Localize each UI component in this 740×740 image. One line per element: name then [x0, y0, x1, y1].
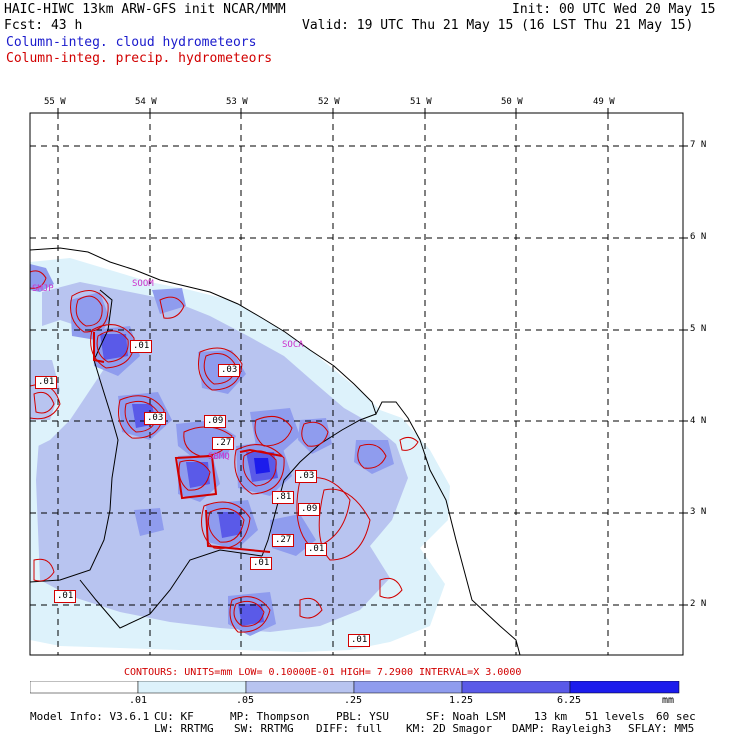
colorbar-segment: [353, 681, 463, 694]
colorbar-segment: [569, 681, 680, 694]
contour-label: .01: [35, 376, 58, 389]
precip-hydrometeors-title: Column-integ. precip. hydrometeors: [6, 51, 273, 66]
lon-label-53w: 53 W: [226, 97, 248, 107]
lat-label-4n: 4 N: [690, 416, 707, 426]
footer-cu: CU: KF: [154, 710, 194, 723]
station-sbmq: SBMQ: [208, 452, 230, 462]
colorbar-label: .25: [344, 695, 363, 706]
lat-label-3n: 3 N: [690, 507, 707, 517]
contour-label: .09: [298, 503, 321, 516]
footer-levels: 51 levels: [585, 710, 645, 723]
colorbar-segment: [30, 681, 139, 694]
footer-timestep: 60 sec: [656, 710, 696, 723]
colorbar-unit: mm: [662, 695, 675, 706]
station-smjp: SMJP: [32, 284, 54, 294]
colorbar-label: .01: [129, 695, 148, 706]
contour-label: .01: [348, 634, 371, 647]
contour-label: .27: [212, 437, 235, 450]
header-line1-left: HAIC-HIWC 13km ARW-GFS init NCAR/MMM: [4, 2, 286, 17]
colorbar-segment: [137, 681, 247, 694]
contour-info: CONTOURS: UNITS=mm LOW= 0.10000E-01 HIGH…: [124, 667, 522, 678]
cloud-hydrometeors-title: Column-integ. cloud hydrometeors: [6, 35, 257, 50]
header-line1-right: Init: 00 UTC Wed 20 May 15: [512, 2, 716, 17]
lon-label-49w: 49 W: [593, 97, 615, 107]
footer-lw: LW: RRTMG: [154, 722, 214, 735]
contour-label: .01: [250, 557, 273, 570]
contour-label: .01: [130, 340, 153, 353]
colorbar-segment: [245, 681, 355, 694]
footer-pbl: PBL: YSU: [336, 710, 389, 723]
lat-label-6n: 6 N: [690, 232, 707, 242]
footer-km: KM: 2D Smagor: [406, 722, 493, 735]
contour-label: .27: [272, 534, 295, 547]
contour-label: .03: [295, 470, 318, 483]
lat-lon-grid: [30, 113, 683, 655]
colorbar-label: 6.25: [557, 695, 582, 706]
footer-diff: DIFF: full: [316, 722, 383, 735]
lat-label-5n: 5 N: [690, 324, 707, 334]
lon-label-50w: 50 W: [501, 97, 523, 107]
footer-sw: SW: RRTMG: [234, 722, 294, 735]
coastline: [30, 247, 521, 655]
footer-sflay: SFLAY: MM5: [628, 722, 695, 735]
footer-model-version: Model Info: V3.6.1: [30, 710, 150, 723]
lon-label-52w: 52 W: [318, 97, 340, 107]
contour-label: .01: [305, 543, 328, 556]
contour-label: .09: [204, 415, 227, 428]
footer-mp: MP: Thompson: [230, 710, 310, 723]
cloud-field: [30, 258, 450, 652]
lon-label-54w: 54 W: [135, 97, 157, 107]
colorbar: [30, 681, 680, 694]
precip-contours: [30, 270, 419, 633]
footer-sf: SF: Noah LSM: [426, 710, 506, 723]
header-line2-left: Fcst: 43 h: [4, 18, 83, 33]
colorbar-label: 1.25: [449, 695, 474, 706]
contour-label: .03: [218, 364, 241, 377]
map-frame: [29, 112, 684, 656]
lat-label-2n: 2 N: [690, 599, 707, 609]
contour-label: .01: [54, 590, 77, 603]
header-line2-right: Valid: 19 UTC Thu 21 May 15 (16 LST Thu …: [302, 18, 694, 33]
footer-resolution: 13 km: [534, 710, 568, 723]
colorbar-label: .05: [236, 695, 255, 706]
lon-label-55w: 55 W: [44, 97, 66, 107]
station-soom: SOOM: [132, 279, 154, 289]
contour-label: .81: [272, 491, 295, 504]
colorbar-segment: [461, 681, 571, 694]
station-soca: SOCA: [282, 340, 304, 350]
footer-damp: DAMP: Rayleigh3: [512, 722, 612, 735]
contour-label: .03: [144, 412, 167, 425]
lat-label-7n: 7 N: [690, 140, 707, 150]
lon-label-51w: 51 W: [410, 97, 432, 107]
